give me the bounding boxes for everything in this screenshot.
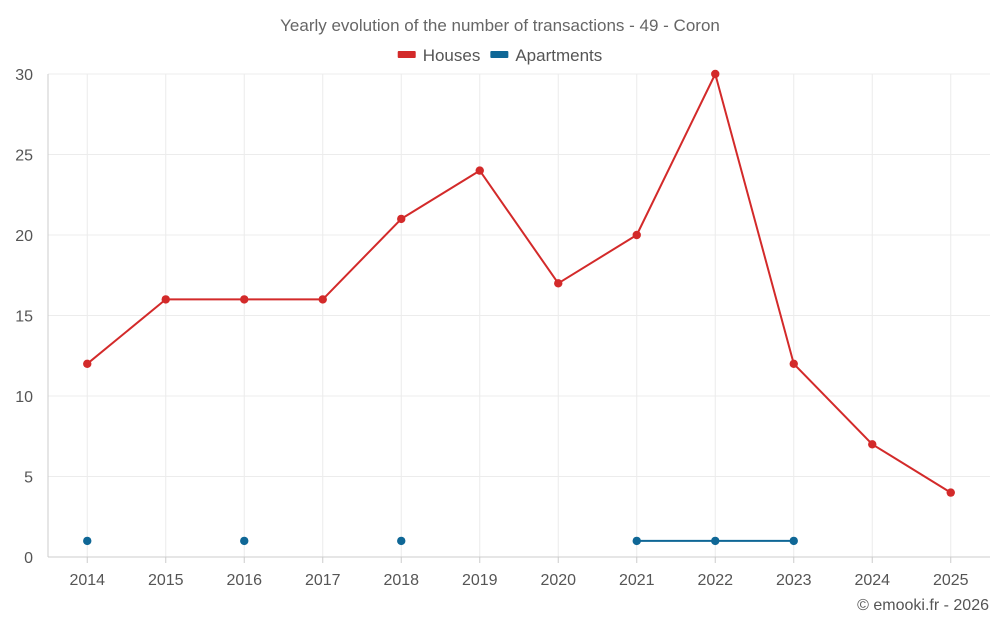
x-tick-label: 2019	[462, 572, 498, 589]
y-tick-label: 10	[15, 389, 33, 406]
legend-label-houses: Houses	[423, 46, 481, 65]
data-point-houses[interactable]	[789, 359, 798, 368]
series	[83, 69, 955, 546]
data-point-houses[interactable]	[318, 295, 327, 304]
data-point-apartments[interactable]	[632, 536, 641, 546]
data-point-houses[interactable]	[240, 295, 249, 304]
data-point-apartments[interactable]	[240, 536, 249, 546]
credit-text: © emooki.fr - 2026	[857, 597, 989, 614]
x-tick-label: 2025	[933, 572, 969, 589]
data-point-houses[interactable]	[161, 295, 170, 304]
legend-swatch-apartments	[490, 51, 509, 58]
y-tick-label: 25	[15, 148, 33, 165]
x-tick-label: 2023	[776, 572, 812, 589]
legend-label-apartments: Apartments	[515, 46, 602, 65]
y-tick-label: 20	[15, 228, 33, 245]
legend: Houses Apartments	[397, 46, 602, 65]
data-point-houses[interactable]	[868, 440, 877, 449]
data-point-houses[interactable]	[475, 166, 484, 175]
data-point-houses[interactable]	[632, 230, 641, 240]
x-tick-label: 2020	[540, 572, 576, 589]
x-tick-label: 2018	[383, 572, 419, 589]
x-tick-label: 2016	[226, 572, 262, 589]
legend-item-apartments[interactable]: Apartments	[490, 46, 602, 65]
series-apartments	[83, 536, 798, 546]
chart-title: Yearly evolution of the number of transa…	[280, 16, 720, 35]
x-tick-label: 2017	[305, 572, 341, 589]
data-point-apartments[interactable]	[789, 536, 798, 546]
grid	[48, 73, 990, 557]
data-point-apartments[interactable]	[397, 536, 406, 546]
data-point-houses[interactable]	[946, 488, 955, 497]
x-tick-label: 2021	[619, 572, 655, 589]
y-tick-label: 30	[15, 67, 33, 84]
legend-swatch-houses	[397, 51, 416, 58]
data-point-houses[interactable]	[397, 214, 406, 224]
series-line-houses	[86, 73, 952, 494]
y-tick-label: 5	[24, 470, 33, 487]
data-point-apartments[interactable]	[711, 536, 720, 546]
x-tick-label: 2014	[69, 572, 105, 589]
data-point-houses[interactable]	[711, 69, 720, 79]
data-point-houses[interactable]	[554, 279, 563, 288]
y-tick-label: 0	[24, 550, 33, 567]
series-houses	[83, 69, 955, 497]
x-tick-label: 2022	[697, 572, 733, 589]
data-point-apartments[interactable]	[83, 536, 92, 546]
y-tick-label: 15	[15, 309, 33, 326]
data-point-houses[interactable]	[83, 359, 92, 368]
x-tick-label: 2024	[854, 572, 890, 589]
x-tick-label: 2015	[148, 572, 184, 589]
legend-item-houses[interactable]: Houses	[397, 46, 481, 65]
